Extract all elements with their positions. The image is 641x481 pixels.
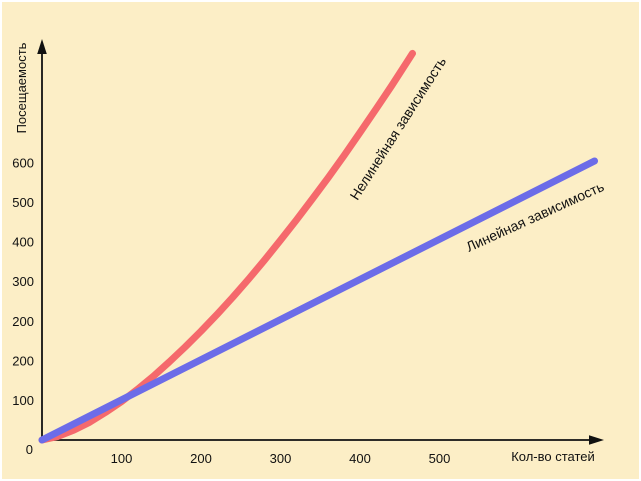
y-tick-label: 200 xyxy=(12,353,34,368)
nonlinear-curve xyxy=(38,49,416,444)
x-axis-arrowhead xyxy=(589,435,604,445)
y-tick-label: 600 xyxy=(12,156,34,171)
x-tick-label: 100 xyxy=(111,451,133,466)
x-tick-label: 500 xyxy=(429,451,451,466)
y-tick-label: 200 xyxy=(12,314,34,329)
y-tick-labels: 100 200 200 300 400 500 600 xyxy=(12,156,34,408)
y-tick-label: 400 xyxy=(12,235,34,250)
y-tick-label: 500 xyxy=(12,195,34,210)
x-tick-label: 300 xyxy=(270,451,292,466)
linear-curve xyxy=(38,157,598,444)
y-tick-label: 100 xyxy=(12,393,34,408)
x-tick-label: 200 xyxy=(190,451,212,466)
origin-tick-label: 0 xyxy=(26,442,33,457)
x-axis-title: Кол-во статей xyxy=(511,449,595,464)
y-axis-arrowhead xyxy=(37,39,47,54)
y-axis-title: Посещаемость xyxy=(14,42,29,133)
x-tick-labels: 100 200 300 400 500 xyxy=(111,451,451,466)
y-tick-label: 300 xyxy=(12,274,34,289)
x-tick-label: 400 xyxy=(349,451,371,466)
